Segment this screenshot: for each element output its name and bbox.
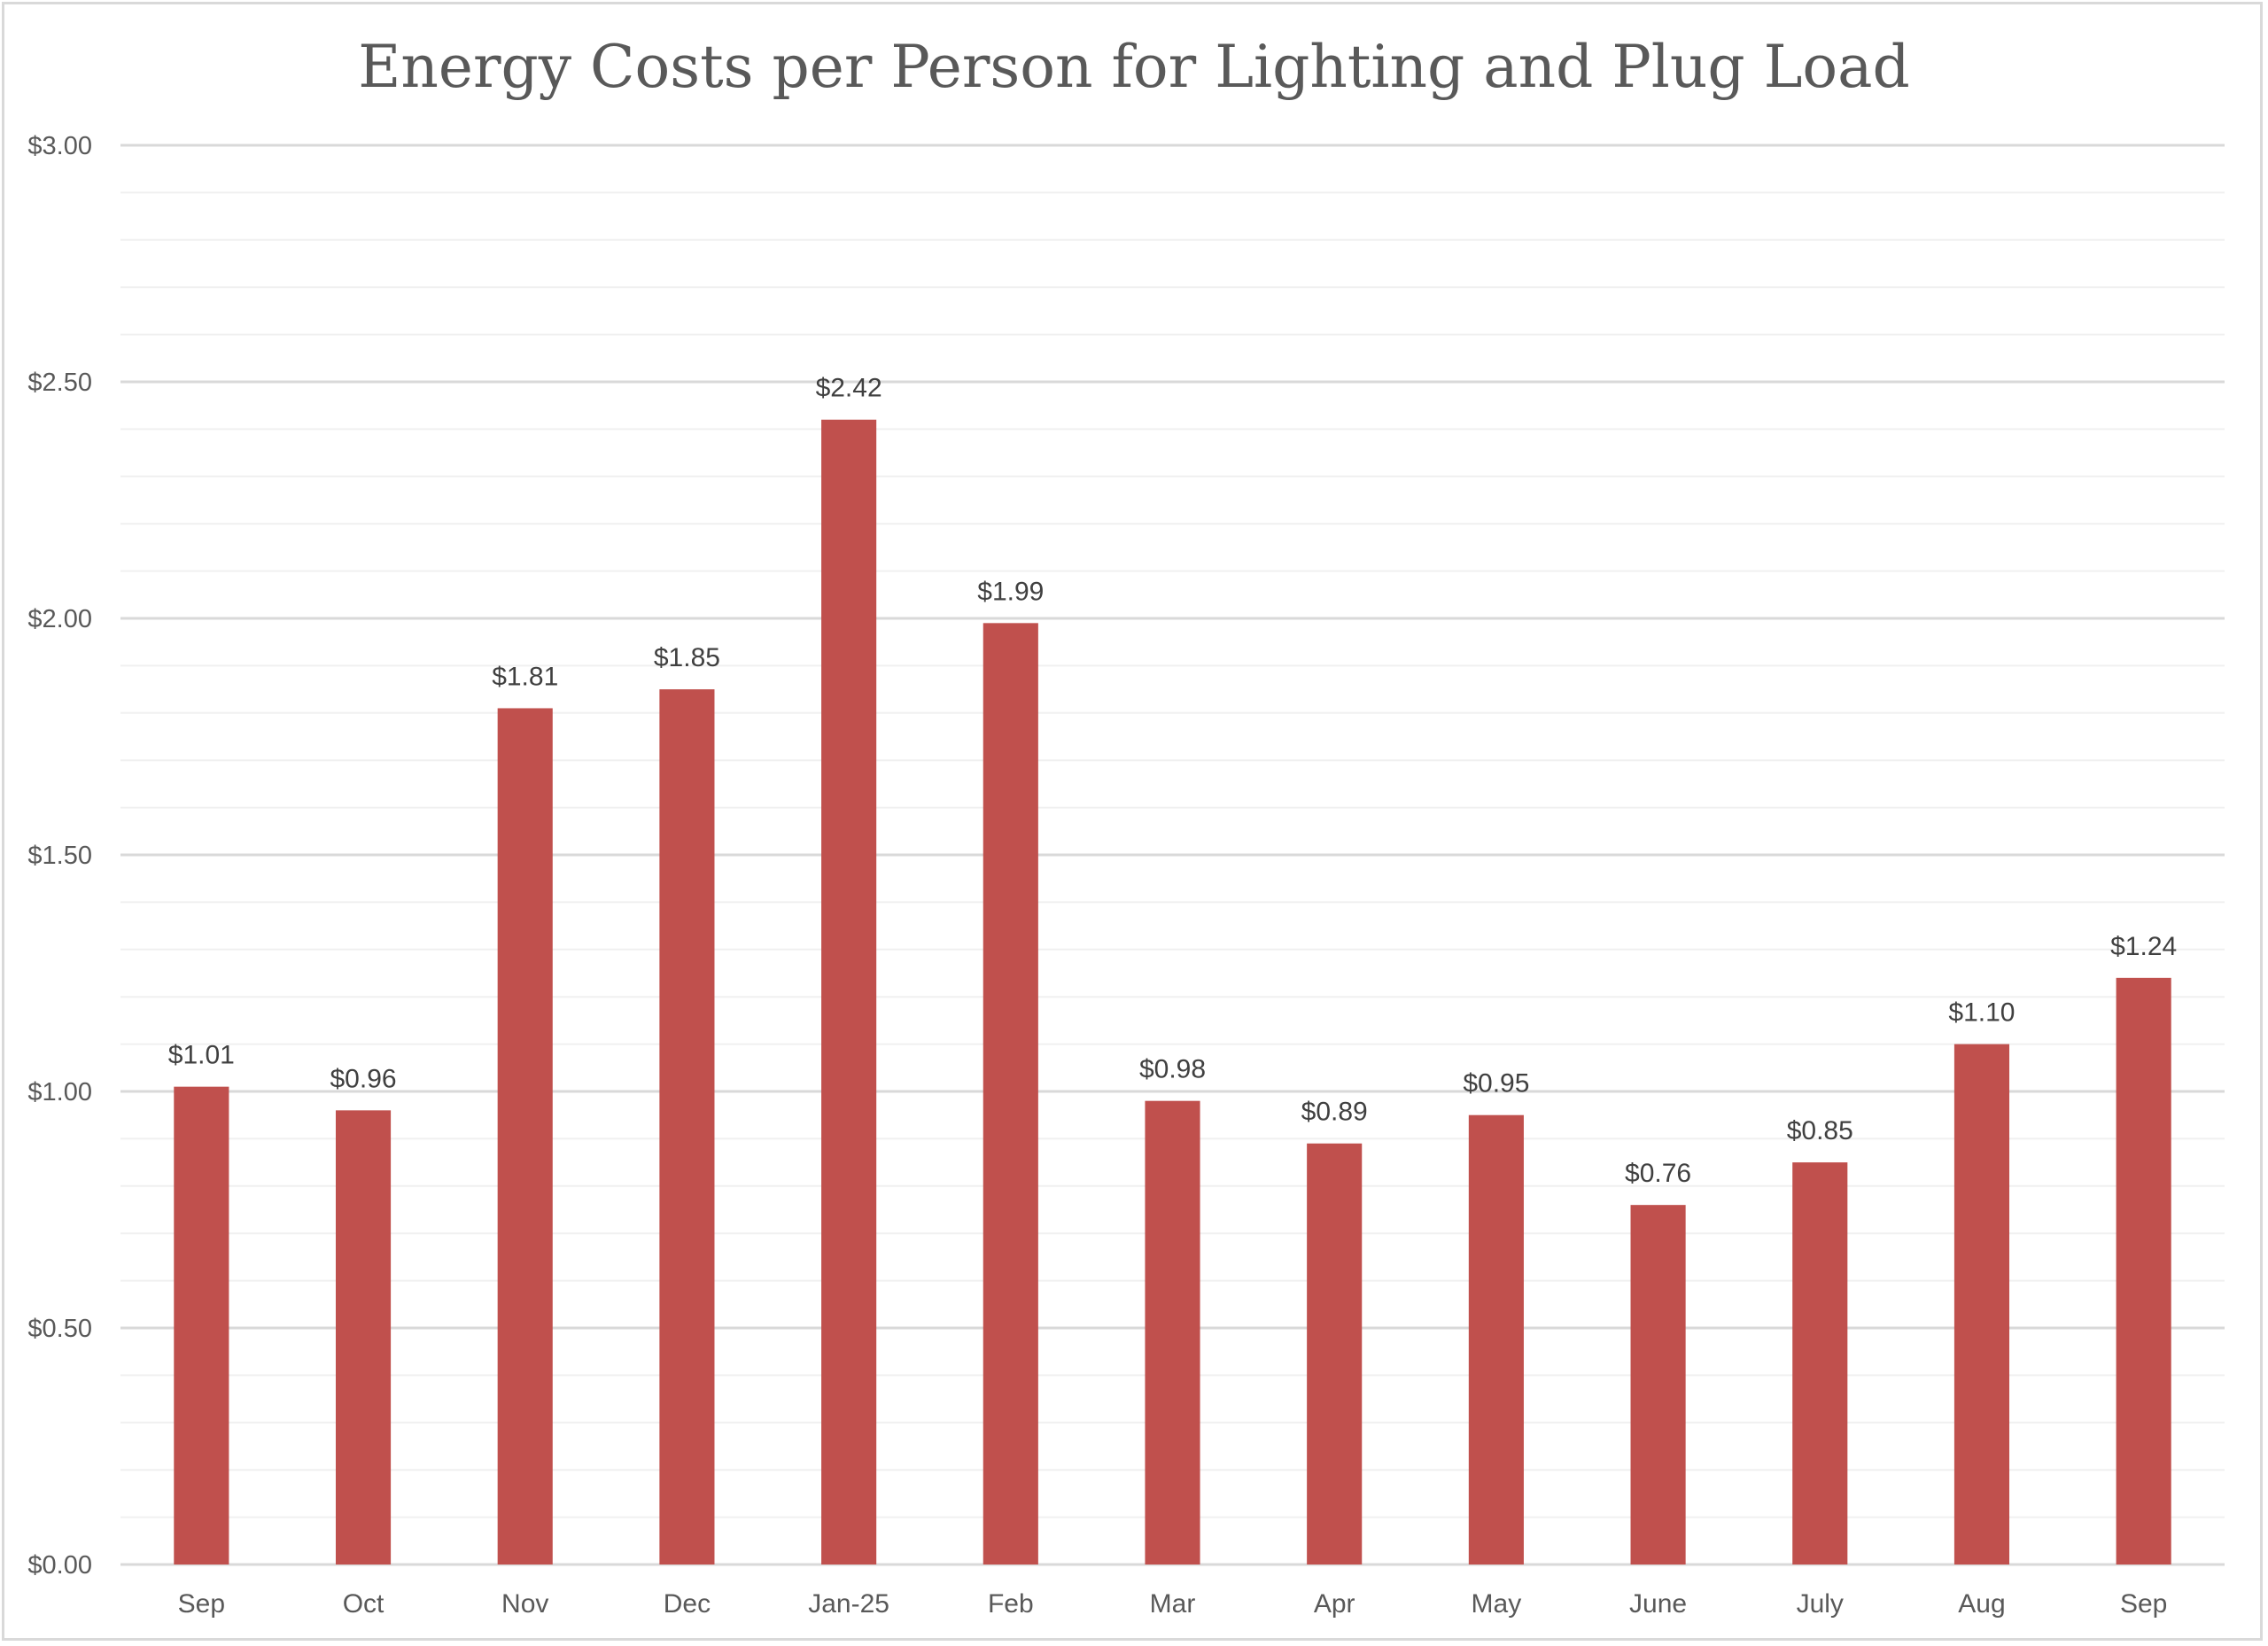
y-tick-label: $0.50 [27, 1315, 92, 1343]
bar [1468, 1114, 1524, 1564]
data-label: $0.89 [1301, 1098, 1368, 1127]
x-tick-label: Jan-25 [808, 1589, 889, 1619]
data-label: $1.24 [2110, 932, 2177, 961]
y-tick-label: $2.00 [27, 605, 92, 633]
y-axis-tick-labels: $0.00 $0.50 $1.00 $1.50 $2.00 $2.50 $3.00 [27, 132, 92, 1580]
data-labels: $1.01 $0.96 $1.81 $1.85 $2.42 $1.99 $0.98 $0.89… [168, 374, 2177, 1188]
data-label: $0.98 [1139, 1055, 1206, 1084]
data-label: $1.99 [977, 577, 1044, 606]
y-tick-label: $0.00 [27, 1551, 92, 1580]
y-tick-label: $1.00 [27, 1078, 92, 1106]
bar [821, 419, 877, 1565]
bar [983, 623, 1038, 1564]
bars [174, 419, 2171, 1565]
x-tick-label: Aug [1958, 1589, 2005, 1619]
x-tick-label: Apr [1314, 1589, 1355, 1619]
data-label: $1.81 [492, 662, 558, 691]
x-tick-label: July [1797, 1589, 1844, 1619]
data-label: $0.95 [1463, 1069, 1529, 1099]
data-label: $0.96 [330, 1064, 396, 1093]
data-label: $1.01 [168, 1041, 235, 1070]
chart-title: Energy Costs per Person for Lighting and… [358, 33, 1910, 101]
x-tick-label: Dec [664, 1589, 711, 1619]
data-label: $1.10 [1948, 998, 2015, 1028]
data-label: $2.42 [816, 374, 882, 403]
y-tick-label: $2.50 [27, 369, 92, 397]
bar [659, 689, 715, 1564]
x-axis-tick-labels: Sep Oct Nov Dec Jan-25 Feb Mar Apr May June July Au… [178, 1589, 2168, 1619]
data-label: $0.85 [1787, 1116, 1853, 1145]
x-tick-label: Oct [343, 1589, 384, 1619]
x-tick-label: Sep [178, 1589, 225, 1619]
x-tick-label: Nov [501, 1589, 548, 1619]
bar [1630, 1205, 1686, 1564]
x-tick-label: Feb [988, 1589, 1034, 1619]
bar [335, 1110, 392, 1564]
data-label: $1.85 [654, 643, 720, 672]
bar [1307, 1143, 1363, 1564]
x-tick-label: Mar [1150, 1589, 1196, 1619]
bar [1145, 1100, 1200, 1564]
bar [497, 708, 553, 1564]
bar [174, 1086, 229, 1564]
y-tick-label: $1.50 [27, 842, 92, 870]
bar [1953, 1044, 2010, 1564]
x-tick-label: June [1629, 1589, 1687, 1619]
x-tick-label: Sep [2120, 1589, 2167, 1619]
x-tick-label: May [1472, 1589, 1522, 1619]
bar [2116, 977, 2171, 1564]
data-label: $0.76 [1625, 1159, 1691, 1188]
y-tick-label: $3.00 [27, 132, 92, 160]
bar [1792, 1162, 1848, 1564]
